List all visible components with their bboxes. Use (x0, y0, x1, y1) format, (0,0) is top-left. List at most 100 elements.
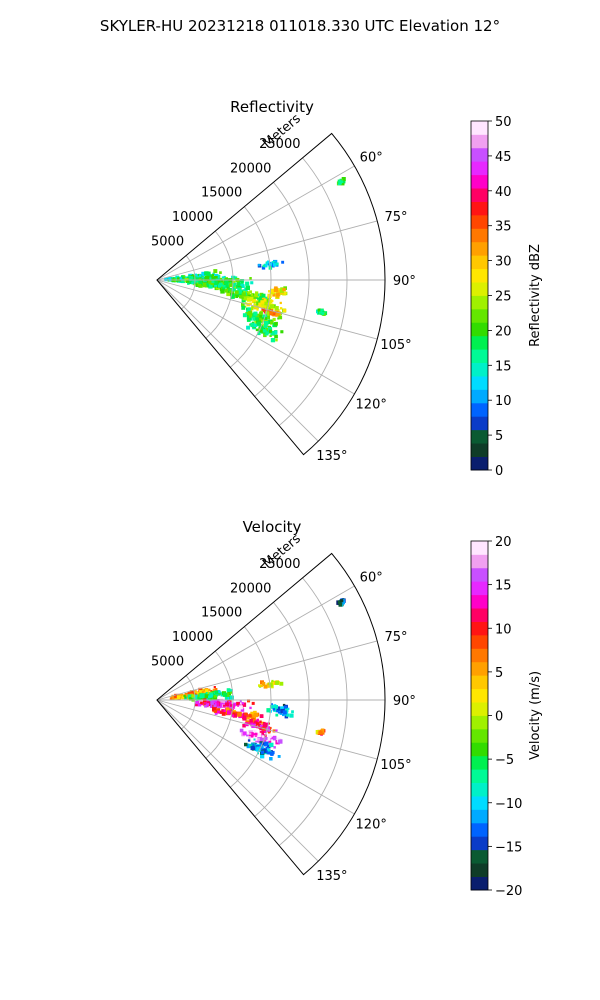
echo-gate (238, 295, 243, 299)
colorbar-band (471, 188, 488, 202)
echo-gate (216, 274, 220, 279)
echo-gate (250, 293, 253, 296)
azimuth-tick-label: 135° (316, 449, 347, 464)
echo-gate (174, 693, 179, 699)
echo-gate (289, 713, 294, 718)
echo-gate (204, 694, 209, 699)
echo-gate (270, 290, 275, 295)
echo-gate (270, 750, 273, 753)
echo-gate (266, 744, 271, 749)
echo-gate (223, 284, 227, 289)
colorbar-band (471, 134, 488, 149)
echo-gate (212, 707, 217, 712)
range-tick-label: 5000 (151, 235, 184, 250)
echo-gate (206, 703, 210, 706)
echo-gate (257, 316, 261, 320)
echo-gate (256, 737, 260, 741)
echo-gate (252, 316, 257, 321)
echo-gate (254, 323, 258, 327)
echo-gate (206, 284, 209, 287)
echo-gate (261, 303, 265, 307)
echo-gate (251, 299, 256, 304)
echo-gate (249, 315, 252, 318)
colorbar-band (471, 634, 488, 649)
echo-gate (204, 689, 208, 693)
echo-gate (238, 289, 242, 294)
colorbar-band (471, 755, 488, 770)
echo-gate (202, 283, 207, 288)
echo-gate (260, 750, 264, 755)
echo-gate (246, 296, 250, 299)
echo-gate (275, 713, 279, 717)
echo-gate (280, 706, 284, 710)
echo-gate (194, 280, 198, 283)
echo-gate (254, 293, 258, 298)
echo-gate (259, 317, 262, 321)
echo-gate (341, 180, 344, 183)
echo-gate (219, 271, 222, 274)
echo-gate (276, 312, 281, 317)
echo-gate (204, 277, 209, 282)
echo-gate (252, 729, 257, 734)
echo-gate (230, 689, 233, 692)
colorbar-tick-label: 40 (495, 185, 512, 200)
echo-gate (182, 275, 186, 278)
echo-gate (268, 749, 271, 752)
range-tick-label: 10000 (172, 630, 213, 645)
echo-gate (341, 177, 346, 182)
echo-gate (277, 737, 280, 740)
echo-gate (284, 292, 287, 295)
azimuth-gridline (156, 699, 355, 815)
echo-gate (279, 307, 283, 310)
range-tick-label: 15000 (201, 186, 242, 201)
echo-gate (246, 318, 251, 322)
echo-gate (229, 704, 233, 707)
range-ring (278, 577, 348, 846)
colorbar-tick-label: 15 (495, 359, 512, 374)
reflectivity-polar-plot: 5000 10000 15000 20000 25000 60° 75° 90° 105° 120… (151, 111, 416, 464)
azimuth-tick-label: 135° (316, 869, 347, 884)
echo-gate (270, 338, 276, 343)
echo-gate (242, 724, 246, 728)
echo-gate (237, 703, 241, 707)
echo-gate (266, 748, 270, 751)
colorbar-band (471, 876, 488, 891)
echo-gate (219, 710, 223, 714)
echo-gate (261, 721, 264, 724)
echo-gate (243, 290, 246, 293)
sector-frame (156, 552, 386, 876)
echo-gate (255, 291, 259, 295)
echo-gate (258, 330, 262, 333)
echo-gate (274, 705, 278, 709)
colorbar-tick-label: 5 (495, 666, 503, 681)
colorbar-band (471, 796, 488, 810)
range-tick-label: 20000 (230, 161, 271, 176)
echo-gate (230, 294, 235, 299)
range-tick-label: 20000 (230, 581, 271, 596)
echo-gate (256, 297, 259, 300)
echo-gate (319, 309, 324, 314)
echo-gate (228, 283, 233, 287)
echo-gate (259, 731, 265, 736)
echo-gate (259, 311, 263, 316)
echo-gate (221, 709, 225, 713)
echo-gate (275, 262, 279, 266)
echo-gate (247, 717, 250, 720)
azimuth-tick-label: 105° (380, 338, 411, 353)
echo-gate (181, 278, 186, 284)
echo-gate (250, 711, 254, 716)
echo-gate (236, 284, 240, 287)
echo-gate (201, 271, 206, 277)
echo-gate (222, 287, 226, 291)
echo-gate (225, 707, 230, 711)
echo-gate (219, 698, 224, 703)
echo-gate (217, 704, 222, 709)
echo-gate (217, 690, 221, 694)
echo-gate (213, 280, 218, 285)
echo-gate (341, 600, 345, 605)
echo-gate (220, 289, 225, 294)
echo-gate (213, 276, 218, 280)
colorbar-band (471, 349, 488, 364)
echo-gate (267, 685, 270, 688)
